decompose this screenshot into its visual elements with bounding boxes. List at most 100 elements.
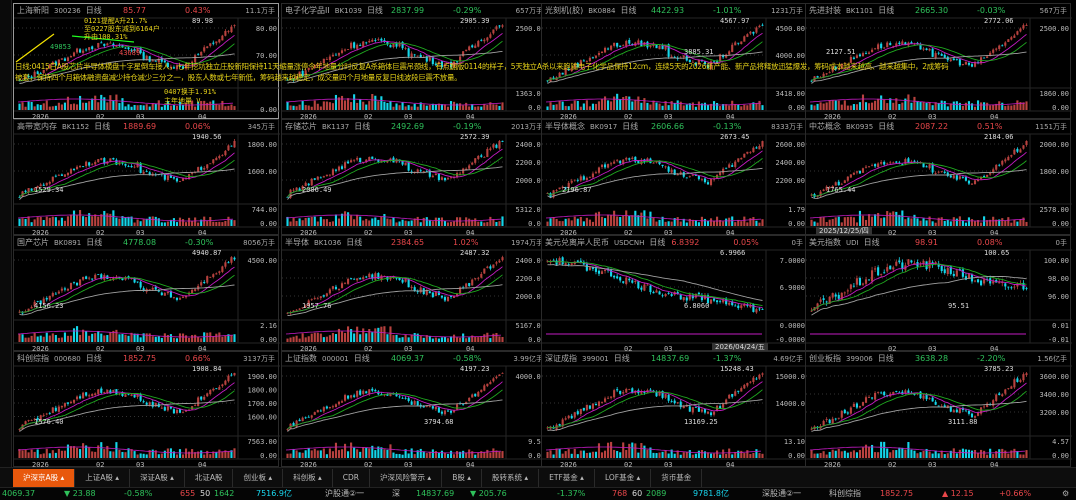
volume-bar	[133, 222, 136, 226]
chart-panel-300236[interactable]: 上海新阳 300236 日线 85.77 0.43% 11.1万手 80.00 70.00 0.…	[13, 3, 280, 120]
chart-panel-bk1137[interactable]: 存储芯片 BK1137 日线 2492.69 -0.19% 2013万手 2400.00 22…	[281, 119, 548, 236]
high-price-label: 15248.43	[720, 365, 754, 373]
chart-panel-usdcnh[interactable]: 美元兑离岸人民币 USDCNH 日线 6.8392 0.05% 0手 7.0000 6.900…	[541, 235, 808, 352]
volume-bar	[549, 218, 552, 226]
volume-bar	[1025, 101, 1028, 110]
tab-6[interactable]: CDR	[333, 469, 371, 487]
tab-2[interactable]: 深证A股 ▴	[130, 469, 185, 487]
period-label: 日线	[878, 122, 895, 131]
volume-ma-line	[285, 98, 502, 106]
chart-panel-399006[interactable]: 创业板指 399006 日线 3638.28 -2.20% 1.56亿手 3600.00 34…	[805, 351, 1072, 468]
tab-1[interactable]: 上证A股 ▴	[75, 469, 131, 487]
tab-0[interactable]: 沪深京A股 ▴	[13, 469, 76, 487]
volume-bar	[184, 335, 188, 342]
chart-panel-bk1152[interactable]: 高带宽内存 BK1152 日线 1889.69 0.06% 345万手 1800.00 160…	[13, 119, 280, 236]
security-name[interactable]: 美元兑离岸人民币	[545, 238, 609, 247]
low-price-label: 1957.76	[302, 302, 332, 310]
security-name[interactable]: 存储芯片	[285, 122, 317, 131]
candle	[700, 407, 703, 413]
chart-panel-bk1036[interactable]: 半导体 BK1036 日线 2384.65 1.02% 1974万手 2400.00 2200…	[281, 235, 548, 352]
tab-8[interactable]: B股 ▴	[442, 469, 482, 487]
change-pct: 0.08%	[977, 238, 1003, 247]
security-name[interactable]: 光刻机(胶)	[545, 6, 584, 15]
security-name[interactable]: 国产芯片	[17, 238, 49, 247]
tab-11[interactable]: LOF基金 ▴	[595, 469, 652, 487]
tab-7[interactable]: 沪深风险警示 ▴	[370, 469, 443, 487]
moving-average-line	[547, 260, 763, 309]
volume-bar	[1013, 448, 1016, 458]
candle	[163, 174, 166, 182]
candle	[97, 42, 100, 49]
security-name[interactable]: 高带宽内存	[17, 122, 57, 131]
candlestick-chart[interactable]: 1900.001800.001700.001600.007563.000.002…	[14, 352, 280, 468]
tab-12[interactable]: 货币基金	[651, 469, 703, 487]
candle	[350, 394, 353, 400]
candle	[622, 159, 625, 166]
candle	[992, 48, 995, 55]
chart-panel-bk0917[interactable]: 半导体概念 BK0917 日线 2606.66 -0.13% 8333万手 2600.00 2…	[541, 119, 808, 236]
volume-bar	[356, 102, 359, 110]
security-name[interactable]: 半导体	[285, 238, 309, 247]
security-name[interactable]: 科创综指	[17, 354, 49, 363]
security-name[interactable]: 半导体概念	[545, 122, 585, 131]
change-pct: -1.37%	[713, 354, 742, 363]
candle	[928, 162, 931, 170]
chart-panel-udi[interactable]: 美元指数 UDI 日线 98.91 0.08% 0手 100.00 98.00 96.00 0.0…	[805, 235, 1072, 352]
tab-5[interactable]: 科创板 ▴	[283, 469, 333, 487]
security-code: 399001	[582, 355, 609, 363]
chart-panel-000001[interactable]: 上证指数 000001 日线 4069.37 -0.58% 3.99亿手 4000.00 9.…	[281, 351, 548, 468]
candle	[371, 387, 374, 393]
tab-3[interactable]: 北证A股	[185, 469, 234, 487]
volume-bar	[206, 221, 209, 226]
tab-4[interactable]: 创业板 ▴	[233, 469, 284, 487]
chart-panel-bk0884[interactable]: 光刻机(胶) BK0884 日线 4422.93 -1.01% 1231万手 4500.00…	[541, 3, 808, 120]
security-name[interactable]: 先进封装	[809, 6, 841, 15]
security-name[interactable]: 美元指数	[809, 238, 841, 247]
chart-panel-bk1039[interactable]: 电子化学品II BK1039 日线 2837.99 -0.29% 657万手 2500.00…	[281, 3, 548, 120]
candle	[567, 67, 570, 71]
chart-panel-bk0891[interactable]: 国产芯片 BK0891 日线 4778.08 -0.30% 8056万手 4500.00 2.…	[13, 235, 280, 352]
volume-bar	[864, 102, 868, 110]
chart-panel-bk0935[interactable]: 中芯概念 BK0935 日线 2087.22 0.51% 1151万手 2000.00 180…	[805, 119, 1072, 236]
tab-9[interactable]: 股转系统 ▴	[482, 469, 540, 487]
volume-bar	[904, 219, 907, 226]
sz-connect[interactable]: 深股通②一	[762, 489, 802, 498]
chart-panel-bk1101[interactable]: 先进封装 BK1101 日线 2665.30 -0.03% 567万手 2500.00 186…	[805, 3, 1072, 120]
security-name[interactable]: 上海新阳	[17, 6, 49, 15]
candle	[374, 388, 377, 392]
y-tick-label: 2000.00	[515, 293, 545, 301]
chart-panel-000680[interactable]: 科创综指 000680 日线 1852.75 0.66% 3137万手 1900.00 180…	[13, 351, 280, 468]
chart-panel-399001[interactable]: 深证成指 399001 日线 14837.69 -1.37% 4.69亿手 15000.0 1…	[541, 351, 808, 468]
x-axis-label: 02	[624, 229, 632, 236]
volume-bar	[197, 222, 200, 226]
tab-10[interactable]: ETF基金 ▴	[539, 469, 595, 487]
security-name[interactable]: 创业板指	[809, 354, 841, 363]
candle	[166, 291, 169, 295]
security-name[interactable]: 上证指数	[285, 354, 317, 363]
volume-bar	[552, 454, 555, 458]
volume-bar	[883, 441, 886, 458]
security-name[interactable]: 中芯概念	[809, 122, 841, 131]
security-name[interactable]: 深证成指	[545, 354, 577, 363]
sh-connect[interactable]: 沪股通②一	[325, 489, 365, 498]
candle	[85, 275, 88, 280]
gear-icon[interactable]: ⚙	[1062, 489, 1070, 498]
volume-bar	[224, 220, 227, 226]
security-name[interactable]: 电子化学品II	[285, 6, 330, 15]
volume-bar	[477, 106, 480, 110]
